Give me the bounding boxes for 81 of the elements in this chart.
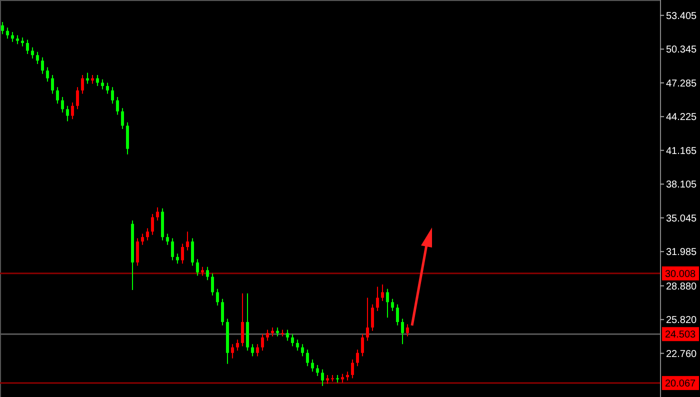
candlestick (401, 318, 404, 345)
candlestick (381, 284, 384, 302)
candlestick (56, 86, 59, 104)
y-tick-label: 35.045 (666, 213, 698, 224)
candlestick (296, 339, 299, 352)
candlestick (51, 74, 54, 94)
y-tick-label: 31.985 (666, 247, 698, 258)
candlestick (1, 22, 4, 35)
candlestick (121, 108, 124, 130)
candlestick (186, 231, 189, 251)
y-tick-label: 25.820 (666, 315, 698, 326)
candlestick (396, 304, 399, 326)
candlestick (141, 233, 144, 246)
candlestick (376, 286, 379, 312)
candlestick (76, 86, 79, 110)
candlestick (386, 288, 389, 318)
candlestick (311, 359, 314, 372)
candlestick (171, 238, 174, 261)
candlestick (266, 329, 269, 342)
candlestick (116, 96, 119, 116)
candlestick (156, 206, 159, 222)
candlestick (66, 105, 69, 122)
y-tick-label: 47.285 (666, 78, 698, 90)
candlestick (301, 344, 304, 357)
candlestick (106, 82, 109, 94)
candlestick (256, 344, 259, 357)
candlestick (196, 258, 199, 276)
candlestick (356, 349, 359, 367)
candlestick (321, 368, 324, 386)
ref-line-label: 20.067 (665, 378, 696, 390)
candlestick (221, 298, 224, 326)
candlestick (251, 344, 254, 357)
candlestick (231, 344, 234, 359)
y-tick-label: 38.105 (666, 180, 698, 191)
candlestick (86, 72, 89, 84)
candlestick (236, 339, 239, 352)
ref-line-label: 24.503 (665, 330, 696, 341)
candlestick (216, 288, 219, 306)
candlestick (46, 66, 49, 82)
candlestick (316, 364, 319, 377)
candlestick (81, 74, 84, 94)
candlestick (191, 238, 194, 266)
y-tick-label: 44.225 (666, 112, 698, 124)
candlestick (96, 74, 99, 87)
candlestick (371, 304, 374, 332)
candlestick (406, 324, 409, 337)
candlestick (71, 102, 74, 120)
candlestick (211, 272, 214, 296)
candlestick (391, 298, 394, 312)
candlestick (136, 238, 139, 266)
candlestick (11, 31, 14, 42)
candlestick (6, 27, 9, 40)
candlestick (286, 329, 289, 342)
candlestick (366, 297, 369, 342)
y-tick-label: 41.165 (666, 146, 698, 157)
candlestick (241, 292, 244, 347)
candlestick (361, 334, 364, 357)
candlestick (111, 86, 114, 104)
y-tick-label: 22.760 (666, 348, 698, 360)
candlestick (206, 266, 209, 281)
candlestick (166, 233, 169, 246)
candlestick (31, 46, 34, 59)
candlestick (61, 96, 64, 113)
ref-line-label: 30.008 (665, 268, 696, 280)
candlestick (126, 122, 129, 155)
candlestick (181, 243, 184, 264)
y-tick-label: 50.345 (666, 44, 698, 56)
candlestick (306, 349, 309, 367)
y-tick-label: 28.880 (666, 281, 698, 292)
candlestick (151, 213, 154, 236)
candlestick (36, 51, 39, 64)
candlestick (41, 56, 44, 74)
candlestick (101, 78, 104, 90)
candlestick (291, 334, 294, 347)
y-tick-label: 53.405 (666, 10, 698, 22)
candlestick (351, 359, 354, 379)
candlestick (281, 329, 284, 337)
candlestick (26, 39, 29, 55)
candlestick (261, 334, 264, 352)
candlestick (146, 228, 149, 241)
candlestick (176, 253, 179, 264)
